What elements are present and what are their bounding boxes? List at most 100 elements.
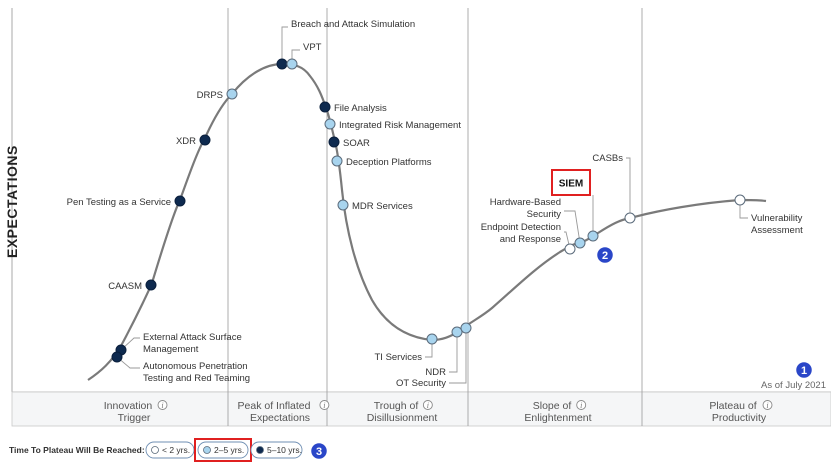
point-ti-services[interactable] [426,333,438,345]
label-vpt: VPT [303,42,322,53]
point-breach-and-attack-simulation[interactable] [276,58,288,70]
label-line: Testing and Red Teaming [143,373,250,384]
callout-badge-number: 2 [602,250,608,262]
label-line: and Response [500,234,561,245]
point-vpt[interactable] [286,58,298,70]
phase-label-line: Trough of [374,400,419,412]
label-ti-services: TI Services [374,352,422,363]
label-line: OT Security [396,378,446,389]
label-file-analysis: File Analysis [334,103,387,114]
siem-highlight-label: SIEM [559,179,583,190]
info-icon[interactable] [319,400,330,410]
legend-label: 2–5 yrs. [214,445,244,455]
phase-label-line: Enlightenment [524,412,591,424]
leader-casbs [626,157,631,218]
leader-endpoint-detection-and-response [564,231,571,250]
label-integrated-risk-management: Integrated Risk Management [339,120,461,131]
leader-ot-security [449,328,467,384]
callout-badge-2: 2 [595,245,615,265]
y-axis-label: EXPECTATIONS [4,145,20,258]
label-line: DRPS [197,90,223,101]
callout-badge-1: 1 [794,360,814,380]
label-external-attack-surface-management: External Attack Surface Management [143,332,242,355]
point-mdr-services[interactable] [337,199,349,211]
info-icon[interactable] [422,400,433,410]
leader-ndr [449,332,458,373]
phase-label-line: Productivity [712,412,767,424]
label-line: Breach and Attack Simulation [291,19,415,30]
point-vulnerability-assessment[interactable] [734,194,746,206]
point-siem[interactable] [587,230,599,242]
label-endpoint-detection-and-response: Endpoint Detection and Response [481,222,561,245]
point-casbs[interactable] [624,212,636,224]
point-ndr[interactable] [451,326,463,338]
leader-external-attack-surface-management [120,337,140,351]
point-integrated-risk-management[interactable] [324,118,336,130]
legend-swatch [151,446,159,454]
label-line: External Attack Surface [143,332,242,343]
label-line: XDR [176,136,196,147]
info-icon[interactable] [762,400,773,410]
point-soar[interactable] [328,136,340,148]
leader-vulnerability-assessment [739,200,748,219]
point-caasm[interactable] [145,279,157,291]
label-line: MDR Services [352,201,413,212]
label-breach-and-attack-simulation: Breach and Attack Simulation [291,19,415,30]
point-file-analysis[interactable] [319,101,331,113]
label-pen-testing-as-a-service: Pen Testing as a Service [67,197,171,208]
technology-points [111,58,746,363]
label-line: VPT [303,42,322,53]
label-line: TI Services [374,352,422,363]
label-soar: SOAR [343,138,370,149]
label-line: Assessment [751,225,803,236]
leader-hardware-based-security [564,210,581,244]
legend-swatch [203,446,211,454]
leader-ti-services [425,339,433,358]
phase-label-line: Trigger [118,412,151,424]
phase-label-line: Slope of [533,400,572,412]
legend-label: < 2 yrs. [162,445,190,455]
label-line: CAASM [108,281,142,292]
legend-item-2-5-yrs[interactable]: 2–5 yrs. [194,438,252,462]
label-line: File Analysis [334,103,387,114]
info-icon-glyph: i [766,401,768,410]
info-icon-glyph: i [161,401,163,410]
label-casbs: CASBs [592,153,623,164]
label-hardware-based-security: Hardware-Based Security [490,197,562,220]
point-xdr[interactable] [199,134,211,146]
legend-item-2-yrs[interactable]: < 2 yrs. [145,441,195,459]
callout-badge-number: 1 [801,365,807,377]
point-autonomous-penetration-testing-and-red-teaming[interactable] [111,351,123,363]
label-line: Hardware-Based [490,197,561,208]
point-pen-testing-as-a-service[interactable] [174,195,186,207]
label-line: Integrated Risk Management [339,120,461,131]
point-ot-security[interactable] [460,322,472,334]
label-ot-security: OT Security [396,378,446,389]
info-icon[interactable] [576,400,587,410]
phase-band [11,391,831,427]
phase-label-line: Expectations [250,412,310,424]
label-line: Vulnerability [751,213,803,224]
legend-pill [197,441,249,459]
label-ndr: NDR [425,367,446,378]
label-line: Endpoint Detection [481,222,561,233]
label-xdr: XDR [176,136,196,147]
callout-badge-3: 3 [309,441,329,461]
label-line: NDR [425,367,446,378]
point-drps[interactable] [226,88,238,100]
info-icon[interactable] [157,400,168,410]
legend-item-5-10-yrs[interactable]: 5–10 yrs. [250,441,303,459]
point-hardware-based-security[interactable] [574,237,586,249]
technology-labels: Breach and Attack Simulation VPT DRPS XDR Fi… [67,19,803,389]
point-endpoint-detection-and-response[interactable] [564,243,576,255]
legend-pill [250,441,303,459]
leader-autonomous-penetration-testing-and-red-teaming [116,356,140,369]
point-deception-platforms[interactable] [331,155,343,167]
phase-label-line: Innovation [104,400,153,412]
label-line: Management [143,344,199,355]
